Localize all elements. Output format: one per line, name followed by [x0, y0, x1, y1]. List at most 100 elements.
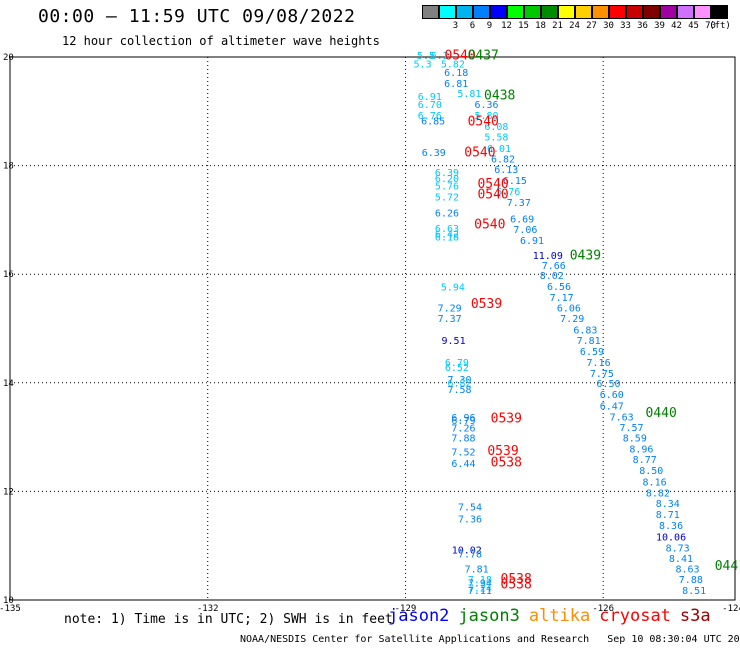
wave-height-label: 6.13 [494, 165, 518, 176]
pass-time-label: 0538 [491, 455, 522, 470]
wave-height-label: 8.50 [639, 466, 663, 477]
wave-height-label: 6.26 [435, 209, 459, 220]
colorbar-label: 12 [501, 21, 512, 31]
pass-time-label: 0538 [501, 572, 532, 587]
pass-time-labels: 0540043704380540054005400540054004390539… [445, 49, 740, 593]
wave-height-label: 7.52 [451, 448, 475, 459]
pass-time-label: 0437 [468, 49, 499, 64]
colorbar-swatch [575, 5, 592, 19]
wave-height-label: 6.36 [474, 100, 498, 111]
pass-time-label: 0539 [491, 411, 522, 426]
wave-height-label: 6.79 [451, 416, 475, 427]
wave-height-label: 5.82 [441, 59, 465, 70]
wave-height-label: 6.50 [596, 379, 620, 390]
colorbar-label: 33 [620, 21, 631, 31]
x-tick-label: -135 [0, 604, 21, 612]
pass-time-label: 0540 [468, 114, 499, 129]
wave-height-label: 6.59 [580, 347, 604, 358]
colorbar-label: 70 [705, 21, 716, 31]
wave-height-label: 6.20 [435, 174, 459, 185]
wave-height-label: 7.81 [577, 336, 601, 347]
plot-axes [9, 56, 736, 601]
footer-note: note: 1) Time is in UTC; 2) SWH is in fe… [64, 612, 393, 627]
colorbar-swatch [507, 5, 524, 19]
colorbar-swatch [694, 5, 711, 19]
legend-entry-altika: altika [528, 606, 591, 626]
colorbar-swatch [609, 5, 626, 19]
wave-height-label: 6.52 [445, 363, 469, 374]
x-tick-label: -129 [395, 604, 417, 612]
wave-height-label: 6.91 [418, 92, 442, 103]
y-tick-label: 14 [3, 379, 14, 389]
footer-credit: NOAA/NESDIS Center for Satellite Applica… [240, 634, 740, 645]
wave-height-label: 5.80 [474, 111, 498, 122]
colorbar-label: 36 [637, 21, 648, 31]
wave-height-label: 11.09 [533, 251, 563, 262]
pass-time-label: 0441 [715, 559, 740, 574]
wave-height-label: 6.56 [547, 282, 571, 293]
wave-height-label: 10.06 [656, 532, 686, 543]
legend-entry-cryosat: cryosat [599, 606, 671, 626]
pass-time-label: 0540 [464, 145, 495, 160]
wave-height-label: 8.63 [675, 564, 699, 575]
wave-height-label: 8.82 [646, 488, 670, 499]
wave-height-label: 7.26 [451, 424, 475, 435]
pass-time-label: 0540 [477, 188, 508, 203]
pass-time-label: 0538 [501, 578, 532, 593]
colorbar-label: 39 [654, 21, 665, 31]
wave-height-label: 6.2 [431, 51, 449, 62]
legend-entry-s3a: s3a [679, 606, 711, 626]
colorbar-swatch [490, 5, 507, 19]
wave-height-label: 7.88 [679, 575, 703, 586]
wave-height-label: 6.82 [491, 154, 515, 165]
colorbar-swatch [558, 5, 575, 19]
wave-height-label: 7.24 [468, 583, 492, 594]
wave-height-label: 6.63 [435, 224, 459, 235]
y-tick-label: 20 [3, 53, 14, 63]
x-tick-label: -132 [197, 604, 219, 612]
wave-height-label: 7.88 [451, 433, 475, 444]
wave-height-label: 8.36 [659, 521, 683, 532]
wave-height-label: 7.66 [542, 261, 566, 272]
colorbar-label: 42 [671, 21, 682, 31]
wave-height-label: 7.75 [590, 369, 614, 380]
colorbar-label: 3 [452, 21, 459, 31]
x-tick-label: -126 [592, 604, 614, 612]
wave-height-label: 7.29 [438, 304, 462, 315]
wave-height-label: 6.01 [487, 144, 511, 155]
pass-time-label: 0539 [487, 444, 518, 459]
wave-height-label: 7.29 [560, 314, 584, 325]
wave-height-label: 7.57 [619, 423, 643, 434]
wave-height-label: 6.39 [435, 168, 459, 179]
colorbar-label: 45 [688, 21, 699, 31]
wave-height-label: 6.82 [447, 379, 471, 390]
wave-height-label: 6.39 [422, 148, 446, 159]
wave-height-label: 6.08 [484, 122, 508, 133]
colorbar-swatch [473, 5, 490, 19]
wave-height-label: 8.16 [643, 477, 667, 488]
pass-time-label: 0540 [474, 218, 505, 233]
wave-height-label: 6.76 [418, 111, 442, 122]
wave-height-label: 8.59 [623, 433, 647, 444]
colorbar-label: 21 [552, 21, 563, 31]
legend-entry-jason3: jason3 [458, 606, 520, 626]
colorbar-swatch [643, 5, 660, 19]
x-tick-label: -124 [722, 604, 740, 612]
colorbar-unit: (ft) [709, 21, 731, 31]
wave-height-label: 5.58 [484, 133, 508, 144]
wave-height-label: 5.76 [496, 187, 520, 198]
colorbar-swatch [524, 5, 541, 19]
altimeter-scatter-plot: -135-132-129-126-123-124101214161820 5.5… [0, 49, 740, 612]
wave-height-label: 8.73 [666, 544, 690, 555]
grid-lines [10, 57, 735, 600]
wave-height-label: 5.81 [457, 89, 481, 100]
colorbar-label: 24 [569, 21, 580, 31]
colorbar-swatch [422, 5, 439, 19]
wave-height-label: 6.15 [503, 176, 527, 187]
wave-height-label: 7.78 [458, 550, 482, 561]
wave-height-label: 5.76 [435, 181, 459, 192]
wave-height-label: 7.17 [550, 293, 574, 304]
wave-height-label: 5.5 [417, 51, 435, 62]
wave-height-label: 7.58 [447, 385, 471, 396]
satellite-legend: jason2 jason3 altika cryosat s3a [388, 606, 720, 626]
